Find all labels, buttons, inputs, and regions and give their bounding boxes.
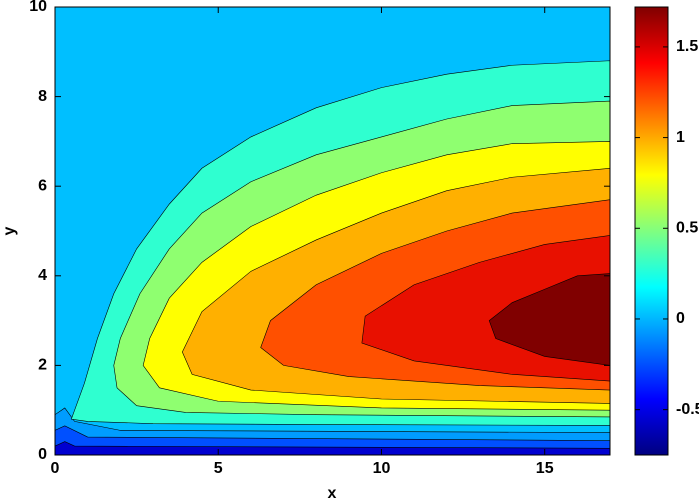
- y-tick-label: 8: [38, 88, 47, 105]
- colorbar-tick-label: 0.5: [676, 219, 698, 236]
- x-axis-label: x: [328, 485, 337, 502]
- y-tick-label: 4: [38, 267, 47, 284]
- colorbar-tick-label: 1.5: [676, 38, 698, 55]
- y-tick-label: 6: [38, 177, 47, 194]
- colorbar: [634, 6, 669, 456]
- y-tick-label: 2: [38, 357, 47, 374]
- colorbar-tick-label: 0: [676, 310, 685, 327]
- y-tick-label: 0: [38, 446, 47, 463]
- axes: 0 5 10 15 0 2 4 6 8 10 -0.5 0 0.5 1 1.5: [29, 0, 699, 477]
- x-tick-label: 0: [51, 460, 60, 477]
- contour-region: [488, 273, 610, 366]
- x-tick-label: 5: [214, 460, 223, 477]
- colorbar-tick-label: -0.5: [676, 401, 699, 418]
- plot-frame: [54, 6, 611, 456]
- contour-region: [55, 441, 610, 455]
- plot-area: [55, 7, 610, 455]
- colorbar-tick-label: 1: [676, 129, 685, 146]
- x-tick-label: 10: [373, 460, 391, 477]
- y-axis-label: y: [1, 226, 18, 235]
- y-tick-label: 10: [29, 0, 47, 15]
- x-tick-label: 15: [536, 460, 554, 477]
